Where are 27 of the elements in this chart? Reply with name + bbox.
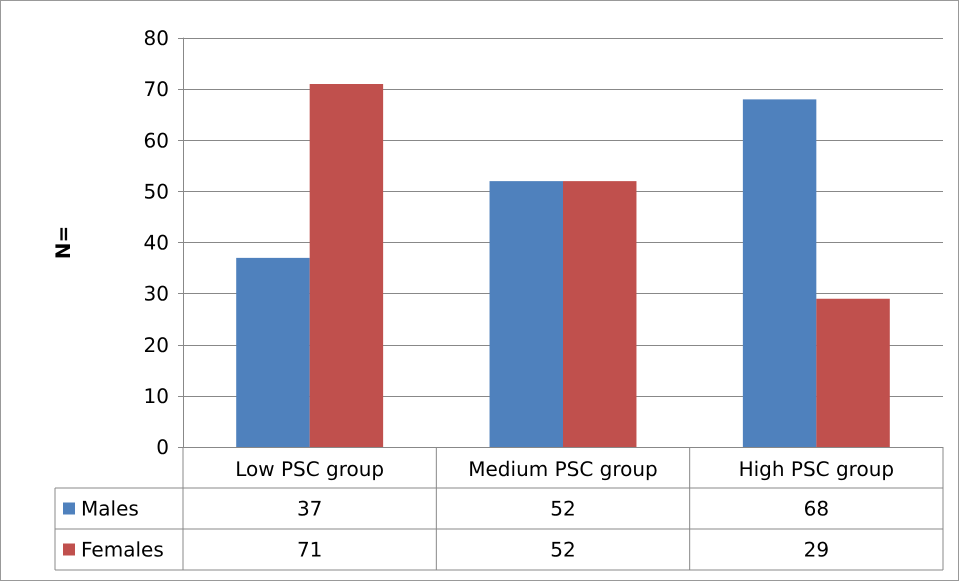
x-tick-label: Low PSC group (235, 457, 384, 481)
y-tick-label: 40 (144, 230, 169, 254)
bar (310, 84, 384, 447)
y-tick-label: 60 (144, 128, 169, 152)
y-tick-label: 30 (144, 282, 169, 306)
data-label: 29 (804, 538, 830, 562)
bar (742, 99, 816, 447)
y-axis-title: N= (51, 226, 75, 260)
legend-label: Males (81, 496, 139, 520)
legend-label: Females (81, 538, 164, 562)
y-tick-label: 0 (156, 435, 169, 459)
data-label: 52 (550, 496, 576, 520)
bar (236, 258, 310, 447)
data-label: 37 (296, 496, 322, 520)
x-tick-label: High PSC group (738, 457, 894, 481)
data-label: 52 (550, 538, 576, 562)
data-label: 71 (296, 538, 322, 562)
bar (490, 181, 563, 447)
y-tick-label: 80 (144, 26, 169, 50)
bar (816, 298, 890, 447)
y-tick-label: 50 (144, 179, 169, 204)
data-label: 68 (804, 496, 830, 520)
y-tick-label: 70 (144, 77, 169, 102)
y-tick-label: 20 (144, 332, 169, 357)
y-tick-label: 10 (144, 384, 169, 408)
x-tick-label: Medium PSC group (468, 457, 658, 481)
bar (563, 181, 636, 447)
